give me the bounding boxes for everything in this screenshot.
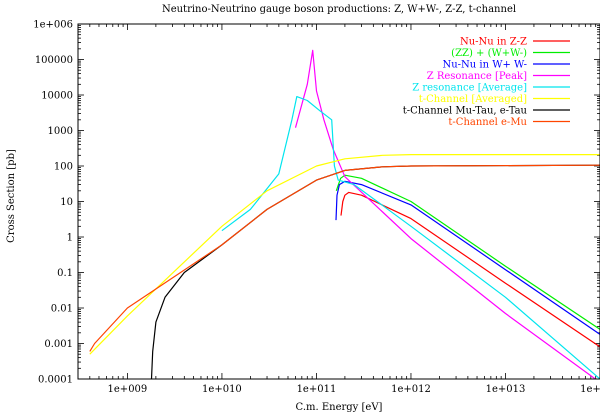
x-tick-label: 1e+014 xyxy=(580,384,600,395)
legend-label-z-resonance-peak: Z Resonance [Peak] xyxy=(427,71,527,82)
chart-title: Neutrino-Neutrino gauge boson production… xyxy=(162,4,516,15)
y-tick-label: 1 xyxy=(67,233,73,244)
series-line-nu-nu-in-z-z xyxy=(340,191,600,348)
series-line-z-resonance-average xyxy=(221,96,600,379)
series-line-t-channel-averaged xyxy=(89,154,600,355)
y-tick-label: 0.001 xyxy=(44,339,73,350)
plot-frame xyxy=(77,23,600,380)
y-tick-label: 1000 xyxy=(48,126,73,137)
x-tick-label: 1e+013 xyxy=(486,384,526,395)
legend-label-z-resonance-average: Z resonance [Average] xyxy=(412,83,527,94)
x-tick-label: 1e+009 xyxy=(108,384,148,395)
y-axis-label: Cross Section [pb] xyxy=(6,149,17,243)
x-tick-label: 1e+012 xyxy=(391,384,431,395)
x-tick-label: 1e+011 xyxy=(297,384,337,395)
series-line-zz-w-w xyxy=(335,174,600,330)
data-curves xyxy=(89,49,600,379)
x-tick-label: 1e+010 xyxy=(202,384,242,395)
y-tick-label: 0.01 xyxy=(51,304,73,315)
y-tick-label: 0.1 xyxy=(57,268,73,279)
y-tick-label: 100 xyxy=(54,162,73,173)
series-line-z-resonance-peak xyxy=(294,49,597,379)
legend-label-zz-w-w: (ZZ) + (W+W-) xyxy=(451,48,527,59)
series-line-t-channel-e-mu xyxy=(89,164,600,352)
legend: Nu-Nu in Z-Z(ZZ) + (W+W-)Nu-Nu in W+ W-Z… xyxy=(403,37,570,128)
legend-label-t-channel-e-mu: t-Channel e-Mu xyxy=(448,117,527,128)
series-line-nu-nu-in-w-w xyxy=(335,180,600,335)
legend-label-nu-nu-in-w-w: Nu-Nu in W+ W- xyxy=(442,60,527,71)
y-tick-label: 100000 xyxy=(35,55,73,66)
y-tick-label: 0.0001 xyxy=(38,375,73,386)
y-tick-label: 1e+006 xyxy=(33,20,73,31)
legend-label-nu-nu-in-z-z: Nu-Nu in Z-Z xyxy=(460,37,527,48)
legend-label-t-channel-averaged: t-Channel [Averaged] xyxy=(419,94,527,105)
x-axis-label: C.m. Energy [eV] xyxy=(296,402,383,413)
y-tick-label: 10000 xyxy=(41,91,73,102)
series-line-t-channel-mu-tau-e-tau xyxy=(150,164,600,379)
legend-label-t-channel-mu-tau-e-tau: t-Channel Mu-Tau, e-Tau xyxy=(403,106,528,117)
y-tick-label: 10 xyxy=(60,197,73,208)
